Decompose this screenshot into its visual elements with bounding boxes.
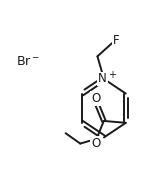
Text: O: O bbox=[91, 136, 100, 150]
Text: F: F bbox=[113, 34, 119, 47]
Text: Br$^-$: Br$^-$ bbox=[16, 55, 40, 68]
Text: N: N bbox=[98, 72, 107, 86]
Text: O: O bbox=[91, 92, 100, 105]
Text: +: + bbox=[108, 70, 116, 80]
